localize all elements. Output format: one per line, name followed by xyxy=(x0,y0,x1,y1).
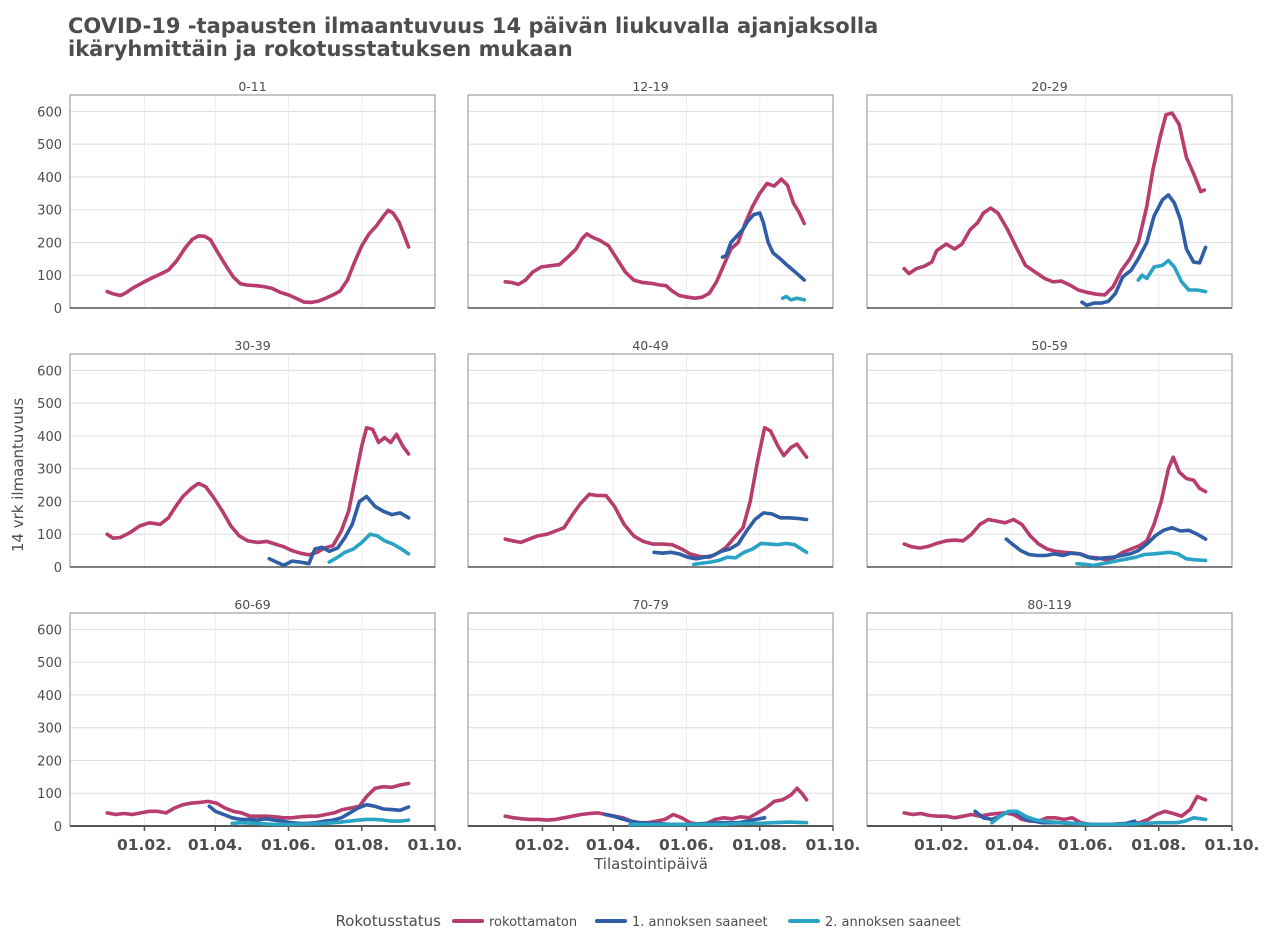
series-line-2-annoksen-saaneet xyxy=(990,809,1208,827)
panel-strip-label: 30-39 xyxy=(234,338,270,353)
panel-70-79: 70-79 01.02. 01.04. 01.06. 01.08. 01.10. xyxy=(467,597,861,854)
legend-label-second-dose: 2. annoksen saaneet xyxy=(825,915,961,930)
series-line-rokottamaton xyxy=(105,425,411,557)
x-tick-label: 01.10. xyxy=(806,836,861,854)
panel-border xyxy=(467,94,834,309)
x-tick-label: 01.04. xyxy=(188,836,243,854)
y-tick-label: 300 xyxy=(37,463,62,478)
legend-label-rokottamaton: rokottamaton xyxy=(489,915,577,930)
x-tick-label: 01.02. xyxy=(914,836,969,854)
x-tick-label: 01.06. xyxy=(261,836,316,854)
y-tick-label: 100 xyxy=(37,269,62,284)
panel-strip-label: 20-29 xyxy=(1031,79,1067,94)
y-axis-title: 14 vrk ilmaantuvuus xyxy=(9,398,27,552)
chart-title-line-2: ikäryhmittäin ja rokotusstatuksen mukaan xyxy=(68,37,573,61)
series-line-rokottamaton xyxy=(503,177,807,301)
series-line-2-annoksen-saaneet xyxy=(230,817,411,827)
x-tick-label: 01.04. xyxy=(586,836,641,854)
series-line-2-annoksen-saaneet xyxy=(1075,550,1208,568)
panel-border xyxy=(866,353,1233,568)
panel-border xyxy=(69,94,436,309)
x-tick-label: 01.02. xyxy=(117,836,172,854)
x-tick-label: 01.02. xyxy=(515,836,570,854)
x-tick-label: 01.08. xyxy=(732,836,787,854)
panel-strip-label: 0-11 xyxy=(238,79,266,94)
panel-border xyxy=(467,353,834,568)
series-line-rokottamaton xyxy=(902,794,1208,827)
y-tick-label: 400 xyxy=(37,171,62,186)
panel-border xyxy=(467,612,834,827)
x-axis-title: Tilastointipäivä xyxy=(593,855,708,873)
panel-0-11: 0-11 0 100 200 300 400 500 600 xyxy=(37,79,436,317)
y-tick-label: 300 xyxy=(37,204,62,219)
legend: Rokotusstatus rokottamaton 1. annoksen s… xyxy=(335,912,960,930)
y-tick-label: 600 xyxy=(37,364,62,379)
series-line-1-annoksen-saaneet xyxy=(1080,193,1208,308)
panel-50-59: 50-59 xyxy=(866,338,1233,568)
panel-border xyxy=(69,612,436,827)
x-tick-label: 01.06. xyxy=(1058,836,1113,854)
panel-60-69: 60-69 0 100 200 300 400 500 600 01.02. 01.04. 01.0… xyxy=(37,597,462,854)
x-tick-label: 01.04. xyxy=(985,836,1040,854)
series-line-2-annoksen-saaneet xyxy=(1136,258,1208,294)
panel-20-29: 20-29 xyxy=(866,79,1233,309)
y-tick-label: 600 xyxy=(37,623,62,638)
panel-40-49: 40-49 xyxy=(467,338,834,568)
series-line-rokottamaton xyxy=(105,208,411,305)
x-tick-label: 01.06. xyxy=(659,836,714,854)
series-line-2-annoksen-saaneet xyxy=(327,532,411,564)
legend-label-first-dose: 1. annoksen saaneet xyxy=(632,915,768,930)
y-tick-label: 100 xyxy=(37,528,62,543)
y-tick-label: 500 xyxy=(37,656,62,671)
series-line-2-annoksen-saaneet xyxy=(628,820,809,827)
series-line-rokottamaton xyxy=(902,455,1208,562)
panel-strip-label: 80-119 xyxy=(1027,597,1071,612)
x-tick-label: 01.10. xyxy=(1205,836,1260,854)
series-line-rokottamaton xyxy=(105,781,411,820)
panel-30-39: 30-39 0 100 200 300 400 500 600 xyxy=(37,338,436,576)
y-tick-label: 100 xyxy=(37,787,62,802)
y-tick-label: 0 xyxy=(54,302,62,317)
panel-12-19: 12-19 xyxy=(467,79,834,309)
panel-strip-label: 12-19 xyxy=(632,79,668,94)
x-tick-label: 01.08. xyxy=(334,836,389,854)
series-line-1-annoksen-saaneet xyxy=(652,511,809,561)
y-tick-label: 0 xyxy=(54,820,62,835)
y-tick-label: 600 xyxy=(37,105,62,120)
series-line-2-annoksen-saaneet xyxy=(780,294,807,302)
panel-border xyxy=(866,612,1233,827)
y-tick-label: 0 xyxy=(54,561,62,576)
y-tick-label: 400 xyxy=(37,430,62,445)
x-tick-label: 01.10. xyxy=(408,836,463,854)
y-tick-label: 400 xyxy=(37,689,62,704)
panel-80-119: 80-119 01.02. 01.04. 01.06. 01.08. 01.10. xyxy=(866,597,1260,854)
panel-strip-label: 70-79 xyxy=(632,597,668,612)
y-tick-label: 200 xyxy=(37,236,62,251)
series-line-1-annoksen-saaneet xyxy=(267,494,411,568)
y-tick-label: 500 xyxy=(37,138,62,153)
series-line-1-annoksen-saaneet xyxy=(1004,525,1208,561)
panel-strip-label: 60-69 xyxy=(234,597,270,612)
series-line-rokottamaton xyxy=(503,425,809,560)
y-tick-label: 300 xyxy=(37,722,62,737)
panel-strip-label: 50-59 xyxy=(1031,338,1067,353)
y-tick-label: 500 xyxy=(37,397,62,412)
y-tick-label: 200 xyxy=(37,754,62,769)
panel-strip-label: 40-49 xyxy=(632,338,668,353)
legend-title: Rokotusstatus xyxy=(335,912,441,930)
y-tick-label: 200 xyxy=(37,495,62,510)
series-line-rokottamaton xyxy=(902,111,1207,297)
series-line-rokottamaton xyxy=(503,786,809,827)
chart-title-line-1: COVID-19 -tapausten ilmaantuvuus 14 päiv… xyxy=(68,14,878,38)
series-line-2-annoksen-saaneet xyxy=(691,541,809,567)
x-tick-label: 01.08. xyxy=(1131,836,1186,854)
series-line-1-annoksen-saaneet xyxy=(720,211,807,282)
